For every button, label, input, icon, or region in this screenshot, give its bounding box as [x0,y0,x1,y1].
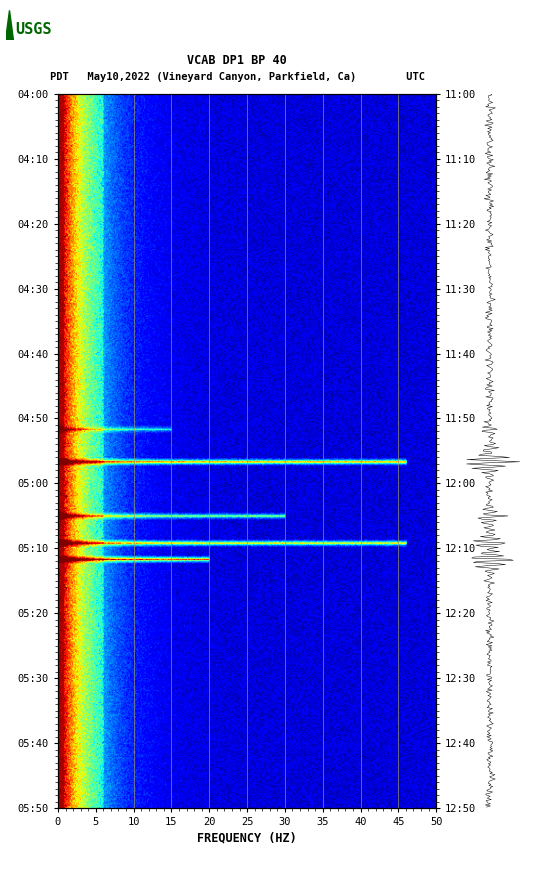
Polygon shape [6,11,13,40]
Text: VCAB DP1 BP 40: VCAB DP1 BP 40 [188,54,287,67]
X-axis label: FREQUENCY (HZ): FREQUENCY (HZ) [197,831,297,845]
Text: PDT   May10,2022 (Vineyard Canyon, Parkfield, Ca)        UTC: PDT May10,2022 (Vineyard Canyon, Parkfie… [50,71,425,82]
Text: USGS: USGS [15,21,52,37]
